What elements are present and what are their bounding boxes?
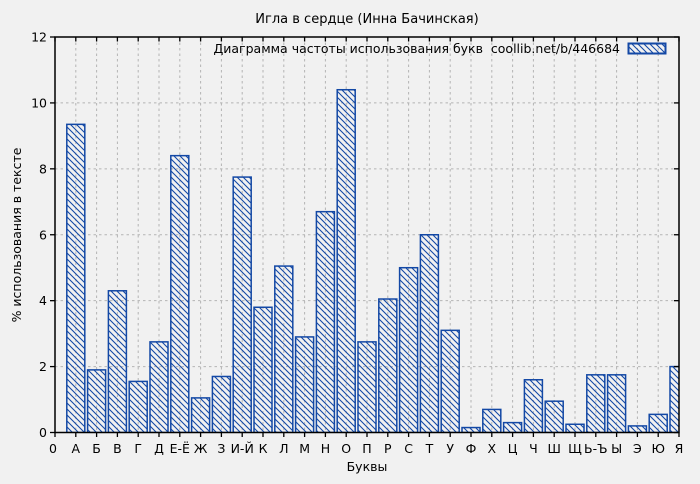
bar-Э xyxy=(627,425,648,433)
bar-Ч xyxy=(523,379,544,433)
bar-Х xyxy=(482,408,502,433)
y-tick-label-2: 2 xyxy=(39,359,47,374)
x-tick-label-М: М xyxy=(299,441,310,456)
bar-Г xyxy=(128,380,148,433)
bar-П xyxy=(357,341,377,433)
bar-С xyxy=(398,266,419,433)
x-tick-label-Л: Л xyxy=(279,441,288,456)
x-tick-label-Я: Я xyxy=(675,441,684,456)
bar-Щ xyxy=(565,423,585,433)
bar-Б xyxy=(86,369,107,433)
bar-У xyxy=(440,329,460,433)
y-tick-label-8: 8 xyxy=(39,161,47,176)
bar-Ы xyxy=(606,374,627,433)
bar-Я xyxy=(669,365,679,433)
x-tick-label-Ч: Ч xyxy=(529,441,538,456)
bar-М xyxy=(294,336,315,433)
bar-В xyxy=(107,290,128,433)
y-tick-label-0: 0 xyxy=(39,425,47,440)
x-tick-label-Ь-Ъ: Ь-Ъ xyxy=(584,441,608,456)
y-tick-label-10: 10 xyxy=(31,95,47,110)
x-tick-label-В: В xyxy=(113,441,122,456)
bar-К xyxy=(253,306,273,433)
x-tick-label-О: О xyxy=(341,441,351,456)
y-axis-label: % использования в тексте xyxy=(9,147,24,322)
x-tick-label-Б: Б xyxy=(92,441,101,456)
x-axis-label: Буквы xyxy=(347,459,388,474)
bar-О xyxy=(336,88,356,433)
bar-Л xyxy=(274,265,294,433)
x-tick-label-И-Й: И-Й xyxy=(231,441,254,456)
legend-swatch-icon xyxy=(627,42,667,55)
x-tick-label-Р: Р xyxy=(384,441,392,456)
x-tick-label-Т: Т xyxy=(425,441,434,456)
bar-Т xyxy=(419,234,440,433)
x-tick-label-К: К xyxy=(259,441,268,456)
y-tick-label-4: 4 xyxy=(39,293,47,308)
x-tick-label-Ы: Ы xyxy=(611,441,622,456)
chart-title: Игла в сердце (Инна Бачинская) xyxy=(255,12,478,27)
x-tick-label-У: У xyxy=(446,441,454,456)
bar-И-Й xyxy=(232,176,252,433)
bar-Ц xyxy=(502,421,523,433)
x-tick-label-Ю: Ю xyxy=(651,441,665,456)
bar-З xyxy=(211,375,232,433)
x-tick-label-Ф: Ф xyxy=(466,441,477,456)
bar-А xyxy=(66,123,86,433)
bar-Н xyxy=(315,210,336,433)
y-tick-label-6: 6 xyxy=(39,227,47,242)
bars-layer xyxy=(66,88,679,433)
tick-label-layer: 0 А Б В Г Д Е-Ё Ж З И-Й К Л М Н О П Р С Т У Ф Х Ц Ч Ш Щ Ь-Ъ Ы Э Ю Я024… xyxy=(31,30,683,457)
bar-Ю xyxy=(648,413,668,433)
x-tick-label-Ж: Ж xyxy=(194,441,208,456)
x-tick-label-Г: Г xyxy=(134,441,142,456)
y-tick-label-12: 12 xyxy=(31,30,47,45)
axis-layer xyxy=(50,36,680,437)
x-tick-label-П: П xyxy=(362,441,371,456)
x-tick-label-Ш: Ш xyxy=(548,441,561,456)
x-tick-label-Х: Х xyxy=(488,441,497,456)
bar-Е-Ё xyxy=(170,154,190,433)
bar-Д xyxy=(149,341,169,433)
x-tick-label-З: З xyxy=(217,441,225,456)
x-tick-label-Д: Д xyxy=(154,441,164,456)
x-tick-label-С: С xyxy=(404,441,413,456)
x-tick-label-Ц: Ц xyxy=(508,441,518,456)
x-tick-label-А: А xyxy=(72,441,81,456)
bar-Р xyxy=(378,298,398,433)
bar-Ш xyxy=(544,400,564,433)
x-tick-label-Н: Н xyxy=(321,441,330,456)
x-tick-label-Э: Э xyxy=(633,441,642,456)
bar-Ж xyxy=(190,397,211,433)
legend-label: Диаграмма частоты использования букв coo… xyxy=(213,41,620,56)
x-tick-label-Щ: Щ xyxy=(568,441,582,456)
x-tick-label-origin: 0 xyxy=(49,441,57,456)
x-tick-label-Е-Ё: Е-Ё xyxy=(170,441,190,456)
bar-Ь-Ъ xyxy=(586,374,606,433)
